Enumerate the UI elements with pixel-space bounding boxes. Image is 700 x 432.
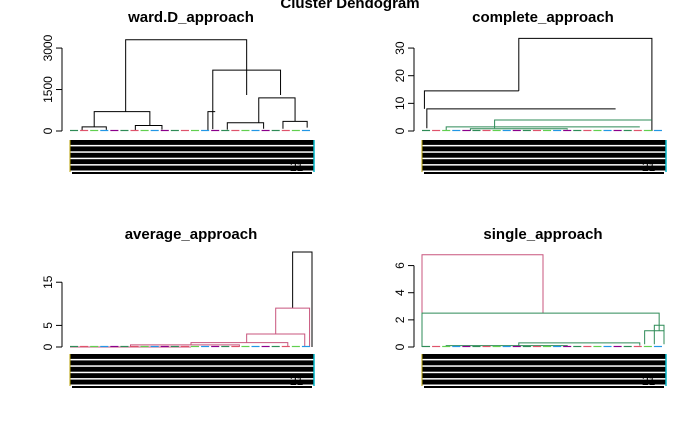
leaf-label-band: 21 — [421, 140, 667, 174]
y-tick-label: 2 — [393, 316, 407, 323]
panel-title: single_approach — [483, 226, 602, 243]
leaf-label-bar — [70, 152, 314, 158]
leaf-label-bar — [70, 146, 314, 152]
dendrogram-link — [426, 108, 616, 129]
leaf-label-band: 21 — [69, 354, 315, 388]
figure-main-title: Cluster Dendogram — [280, 0, 419, 12]
y-tick-label: 0 — [41, 127, 55, 134]
leaf-label-text: 21 — [290, 160, 304, 174]
dendrogram-link — [246, 333, 306, 347]
dendrogram-link — [275, 307, 311, 347]
dendrogram-link — [469, 128, 568, 131]
panel-title: complete_approach — [472, 9, 614, 26]
panel-title: ward.D_approach — [127, 9, 254, 26]
y-tick-label: 6 — [393, 262, 407, 269]
leaf-label-bar — [70, 140, 314, 145]
leaf-label-bar — [422, 366, 666, 372]
y-tick-label: 20 — [393, 69, 407, 83]
leaf-label-bar — [422, 354, 666, 359]
dendrogram-link — [282, 120, 308, 129]
dendrogram-panel-1: ward.D_approach 0 1500 3000 21 — [41, 9, 315, 174]
leaf-label-bar — [422, 152, 666, 158]
dendrogram-link — [125, 39, 248, 112]
leaf-label-bar — [422, 146, 666, 152]
dendrogram-link — [258, 97, 296, 123]
leaf-label-bar — [422, 140, 666, 145]
y-tick-label: 5 — [41, 322, 55, 329]
dendrogram-link — [292, 251, 313, 347]
dendrogram-link — [226, 122, 265, 130]
y-tick-label: 0 — [393, 127, 407, 134]
leaf-label-bar — [422, 379, 666, 385]
y-tick-label: 0 — [393, 343, 407, 350]
y-tick-label: 0 — [41, 343, 55, 350]
dendrogram-link — [421, 254, 544, 347]
dendrogram-link — [190, 342, 289, 347]
leaf-label-bar — [422, 165, 666, 171]
dendrogram-link — [134, 124, 163, 131]
dendrogram-link — [93, 111, 151, 127]
dendrogram-link — [518, 342, 641, 347]
leaf-label-text: 21 — [290, 374, 304, 388]
leaf-label-text: 21 — [642, 374, 656, 388]
leaf-label-bar — [422, 373, 666, 379]
y-tick-label: 30 — [393, 41, 407, 55]
dendrogram-link — [421, 312, 660, 347]
y-tick-label: 15 — [41, 275, 55, 289]
leaf-label-bar — [70, 159, 314, 165]
panel-title: average_approach — [125, 226, 258, 243]
leaf-label-bar — [70, 165, 314, 171]
y-tick-label: 4 — [393, 289, 407, 296]
dendrogram-link — [653, 324, 665, 345]
dendrogram-link — [518, 37, 653, 131]
y-tick-label: 10 — [393, 96, 407, 110]
y-tick-label: 1500 — [41, 76, 55, 103]
leaf-label-bar — [70, 379, 314, 385]
dendrogram-link — [81, 126, 107, 131]
leaf-label-bar — [70, 373, 314, 379]
dendrogram-panel-2: complete_approach 0 10 20 30 21 — [393, 9, 667, 174]
leaf-label-bar — [70, 366, 314, 372]
leaf-label-bar — [422, 159, 666, 165]
dendrogram-link — [445, 126, 640, 131]
leaf-label-bar — [422, 360, 666, 366]
dendrogram-panel-3: average_approach 0 5 15 21 — [41, 226, 315, 388]
dendrogram-link — [423, 90, 519, 109]
y-tick-label: 3000 — [41, 34, 55, 61]
leaf-label-band: 21 — [421, 354, 667, 388]
leaf-label-bar — [70, 354, 314, 359]
leaf-label-band: 21 — [69, 140, 315, 174]
leaf-label-bar — [70, 360, 314, 366]
dendrogram-panel-4: single_approach 0 2 4 6 21 — [393, 226, 667, 388]
dendrogram-link — [212, 69, 282, 130]
dendrogram-link — [494, 119, 652, 129]
leaf-label-text: 21 — [642, 160, 656, 174]
dendrogram-link — [207, 111, 216, 131]
